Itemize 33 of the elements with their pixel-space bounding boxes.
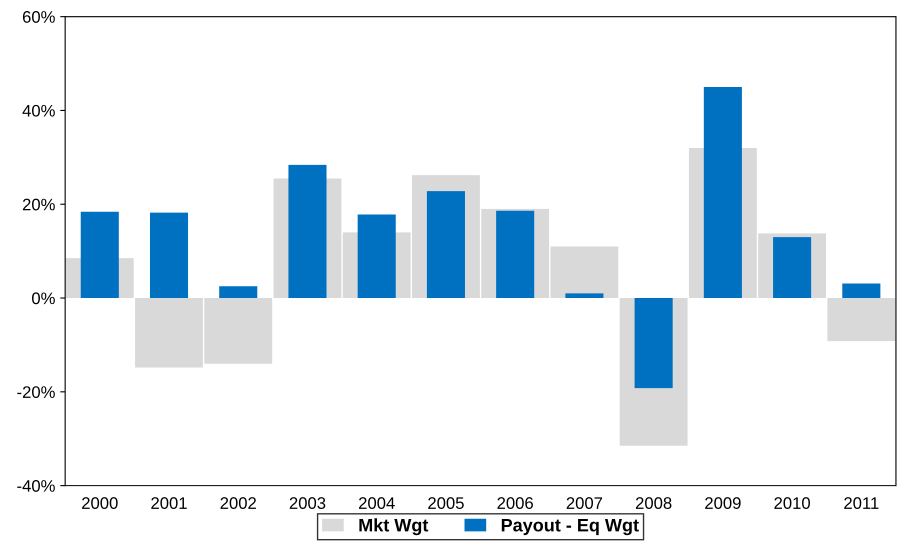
x-tick-label: 2011	[844, 497, 878, 509]
bar	[827, 298, 896, 342]
y-tick-label: 40%	[22, 104, 55, 117]
x-tick-label: 2008	[636, 497, 672, 509]
bar	[496, 210, 534, 298]
bar	[634, 298, 673, 388]
x-tick-label: 2009	[705, 497, 741, 509]
x-tick-label: 2002	[220, 497, 256, 509]
x-tick-label: 2010	[774, 497, 810, 509]
x-tick-label: 2007	[566, 497, 602, 509]
bar	[80, 212, 119, 298]
bar	[704, 86, 742, 298]
bar	[773, 237, 812, 298]
y-tick-label: 0%	[32, 292, 55, 304]
bar	[288, 164, 327, 298]
x-tick-label: 2000	[82, 497, 118, 509]
bar	[426, 191, 465, 298]
bar	[565, 293, 604, 298]
x-tick-label: 2004	[359, 497, 395, 509]
x-tick-label: 2006	[497, 497, 533, 509]
x-tick-label: 2003	[290, 497, 326, 509]
legend-label: Payout - Eq Wgt	[502, 518, 639, 536]
y-tick-label: -40%	[17, 480, 55, 492]
legend-label: Mkt Wgt	[359, 518, 428, 536]
y-tick-label: 60%	[22, 11, 55, 23]
y-tick-label: -20%	[17, 386, 55, 398]
y-tick-label: 20%	[22, 198, 55, 210]
x-tick-label: 2001	[151, 497, 187, 509]
bar	[219, 286, 258, 298]
x-tick-label: 2005	[428, 497, 464, 509]
bar	[358, 214, 396, 298]
bar	[150, 212, 188, 298]
bar	[842, 283, 880, 298]
